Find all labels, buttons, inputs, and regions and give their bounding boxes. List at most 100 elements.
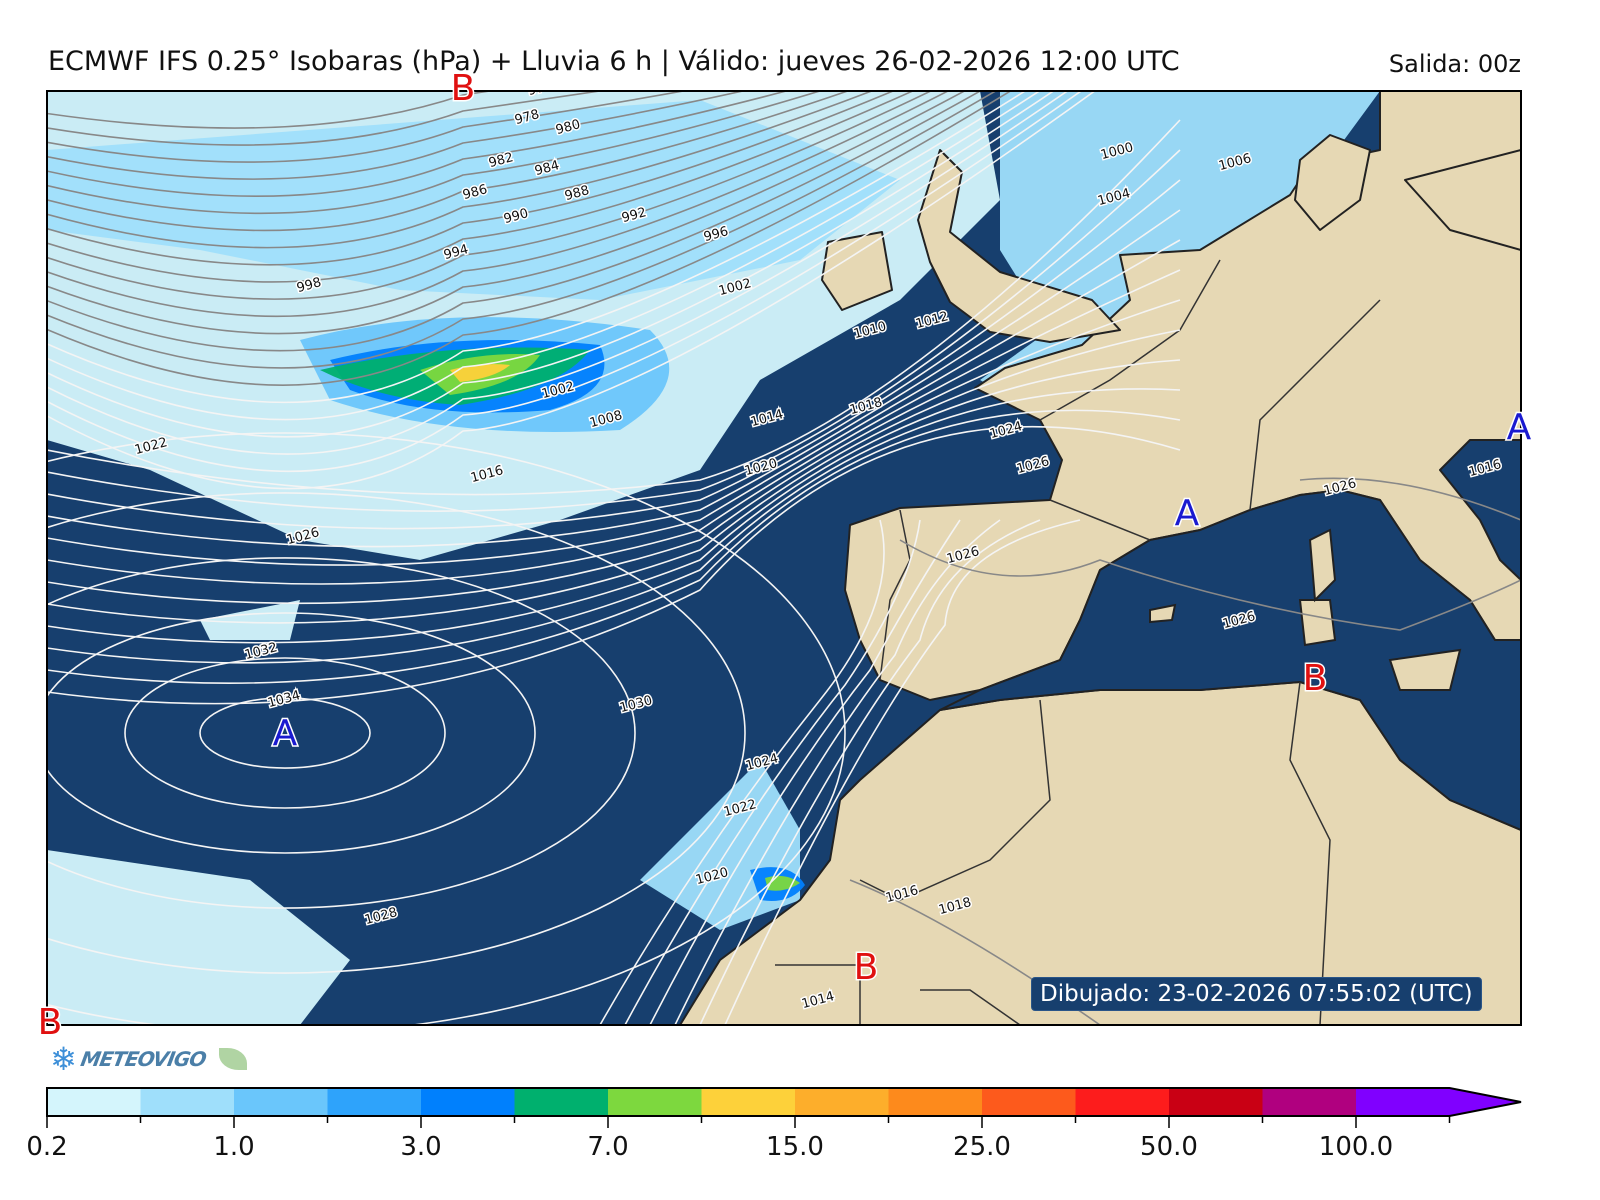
country-border	[1049, 499, 1151, 541]
isobar	[47, 91, 790, 197]
colorbar-segment	[795, 1088, 889, 1116]
isobar	[724, 519, 1081, 1025]
colorbar-segment	[1262, 1088, 1357, 1116]
colorbar-tick-label: 0.2	[26, 1132, 68, 1162]
precip-area	[200, 600, 300, 640]
colorbar-segment	[1169, 1088, 1263, 1116]
leaf-icon	[219, 1048, 248, 1070]
isobar	[47, 91, 823, 215]
isobar	[47, 91, 1069, 455]
isobar	[47, 409, 1181, 684]
colorbar-segment	[982, 1088, 1076, 1116]
isobar	[47, 91, 604, 146]
isobar	[47, 299, 1181, 605]
colorbar-segment	[140, 1088, 235, 1116]
isobar	[47, 612, 536, 854]
baltic-coast	[1404, 149, 1521, 251]
country-border	[879, 509, 911, 681]
colorbar	[46, 1087, 1522, 1128]
colorbar-segment	[608, 1088, 702, 1116]
island	[1308, 528, 1337, 603]
isobar-label: 976	[526, 78, 554, 99]
isobar	[47, 91, 967, 335]
country-border	[1249, 299, 1381, 511]
isobar	[47, 269, 1181, 585]
country-border	[775, 964, 861, 1025]
colorbar-segment	[47, 1088, 141, 1116]
isobar	[1299, 477, 1521, 521]
isobar	[47, 91, 851, 232]
pressure-center-A: A	[1175, 493, 1200, 534]
colorbar-segment	[327, 1088, 422, 1116]
colorbar-outline	[46, 1087, 1522, 1117]
pressure-center-B: B	[38, 1002, 63, 1043]
isobar	[47, 432, 846, 1025]
isobar	[47, 91, 747, 180]
isobar	[599, 519, 885, 1025]
colorbar-tick-label: 1.0	[213, 1132, 255, 1162]
isobar	[47, 149, 1181, 512]
isobar	[47, 209, 1181, 548]
isobar	[47, 91, 688, 163]
isobar	[47, 91, 1027, 404]
island	[1298, 599, 1337, 647]
isobar	[47, 91, 1097, 490]
colorbar-segment	[1075, 1088, 1170, 1116]
isobar	[47, 91, 982, 352]
isobar	[47, 91, 496, 129]
island	[1149, 603, 1177, 624]
denmark	[1294, 134, 1371, 231]
snowflake-icon: ❄	[50, 1040, 77, 1078]
isobar	[47, 91, 950, 318]
isobar	[47, 91, 1041, 421]
pressure-center-A: A	[273, 713, 298, 754]
isobar	[47, 179, 1181, 530]
isobar	[199, 697, 371, 769]
pressure-center-A: A	[1507, 407, 1532, 448]
pressure-centers: B A A B A B B	[36, 67, 1533, 1045]
pressure-center-B: B	[1303, 658, 1328, 699]
pressure-center-B: B	[854, 947, 879, 988]
land-layer	[679, 91, 1521, 1025]
country-border	[1039, 259, 1221, 421]
precip-area	[450, 364, 510, 382]
isobar	[699, 519, 1041, 1025]
isobar	[47, 91, 1055, 438]
isobar	[47, 388, 1181, 664]
country-border	[1289, 681, 1331, 1025]
isobar-label: 998	[295, 275, 323, 296]
isobar	[47, 91, 933, 300]
precip-area	[47, 100, 900, 300]
isobar	[649, 519, 961, 1025]
colorbar-tick-label: 50.0	[1140, 1132, 1198, 1162]
pressure-center-B: B	[451, 68, 476, 109]
isobar	[47, 119, 1181, 496]
colorbar-extend-arrow	[1356, 1088, 1521, 1116]
isobar	[47, 359, 1181, 644]
isobar	[624, 519, 921, 1025]
country-border	[920, 989, 1021, 1025]
logo-text: METEOVIGO	[78, 1047, 208, 1071]
island	[1388, 648, 1462, 691]
isobar	[47, 91, 1012, 386]
great-britain	[917, 149, 1121, 343]
colorbar-tick-label: 15.0	[766, 1132, 824, 1162]
colorbar-tick-label: 7.0	[587, 1132, 629, 1162]
isobar	[47, 557, 636, 909]
isobar	[47, 492, 746, 974]
model-run-label: Salida: 00z	[1388, 50, 1521, 78]
isobar	[47, 329, 1181, 624]
isobar	[47, 91, 998, 369]
isobar	[47, 91, 896, 266]
isobar	[47, 91, 874, 249]
isobar	[899, 539, 1521, 631]
map-frame	[46, 90, 1522, 1026]
isobar	[124, 657, 446, 809]
isobar-label: 978	[513, 107, 541, 128]
precipitation-layer	[47, 91, 1380, 1025]
isobar	[47, 91, 915, 283]
country-border	[859, 699, 1051, 901]
isobar	[47, 239, 1181, 566]
meteovigo-logo: ❄ METEOVIGO	[50, 1040, 248, 1078]
